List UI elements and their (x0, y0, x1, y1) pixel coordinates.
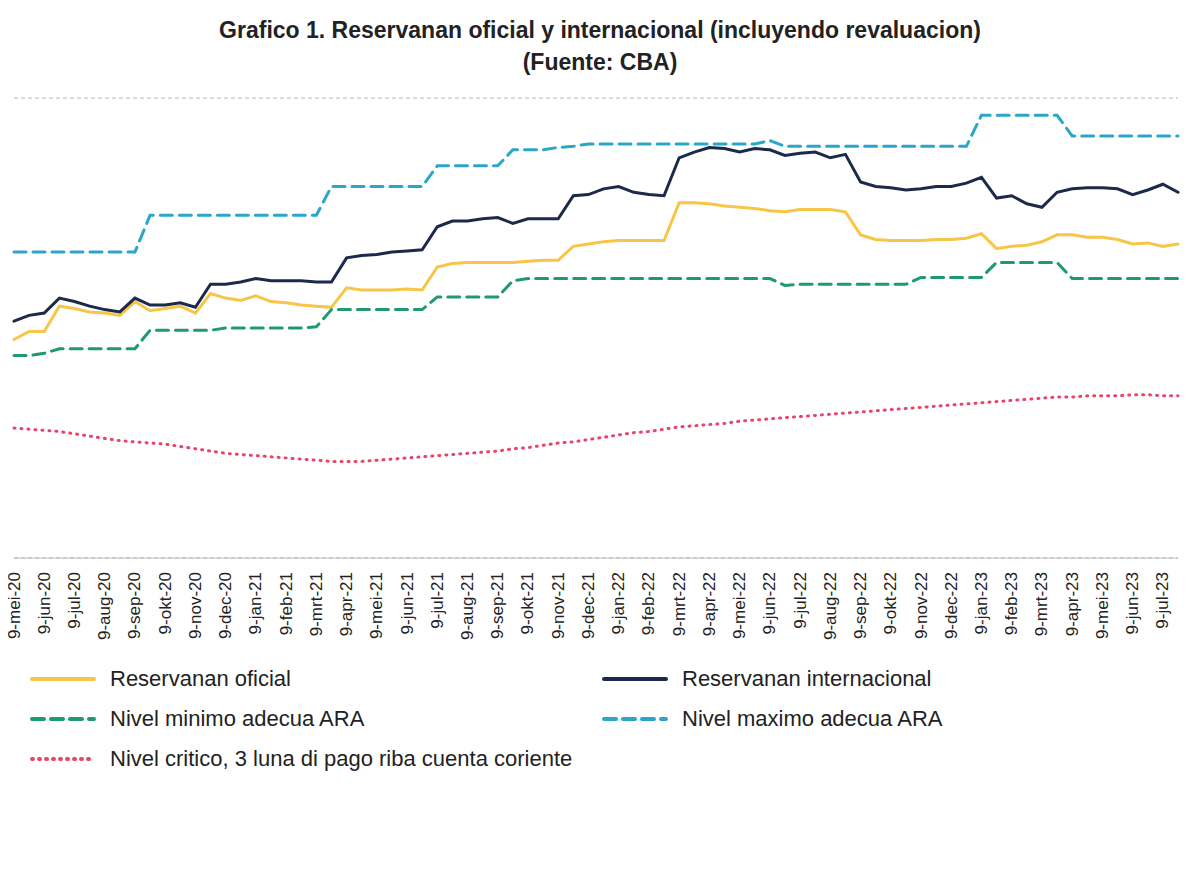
html-text:Grafico 1. Reservanan oficial: Grafico 1. Reservanan oficial y internac… (219, 17, 981, 43)
svg-text:9-okt-21: 9-okt-21 (518, 572, 537, 634)
svg-text:9-apr-21: 9-apr-21 (337, 572, 356, 636)
svg-text:9-feb-23: 9-feb-23 (1002, 572, 1021, 635)
svg-text:9-okt-22: 9-okt-22 (881, 572, 900, 634)
svg-text:9-jul-22: 9-jul-22 (791, 572, 810, 629)
svg-text:9-nov-22: 9-nov-22 (912, 572, 931, 639)
svg-text:9-dec-20: 9-dec-20 (216, 572, 235, 639)
svg-text:9-feb-21: 9-feb-21 (277, 572, 296, 635)
svg-text:9-jan-22: 9-jan-22 (609, 572, 628, 634)
html-text:Nivel critico, 3 luna di pago: Nivel critico, 3 luna di pago riba cuent… (110, 746, 573, 771)
svg-text:9-jun-23: 9-jun-23 (1123, 572, 1142, 634)
html-text:Nivel minimo adecua ARA: Nivel minimo adecua ARA (110, 706, 365, 731)
html-text:(Fuente: CBA): (Fuente: CBA) (522, 49, 678, 75)
svg-text:9-dec-22: 9-dec-22 (942, 572, 961, 639)
svg-text:9-jun-20: 9-jun-20 (35, 572, 54, 634)
svg-text:9-aug-22: 9-aug-22 (821, 572, 840, 640)
svg-text:9-nov-21: 9-nov-21 (549, 572, 568, 639)
svg-text:9-mei-20: 9-mei-20 (8, 572, 24, 639)
svg-text:9-mrt-21: 9-mrt-21 (307, 572, 326, 636)
html-text:Reservanan internacional: Reservanan internacional (682, 666, 932, 691)
svg-text:9-mei-21: 9-mei-21 (367, 572, 386, 639)
svg-text:9-mei-22: 9-mei-22 (730, 572, 749, 639)
svg-text:9-sep-20: 9-sep-20 (125, 572, 144, 639)
svg-text:9-jun-21: 9-jun-21 (398, 572, 417, 634)
svg-text:9-jul-23: 9-jul-23 (1153, 572, 1172, 629)
svg-text:9-jun-22: 9-jun-22 (760, 572, 779, 634)
svg-text:9-nov-20: 9-nov-20 (186, 572, 205, 639)
svg-text:9-okt-20: 9-okt-20 (156, 572, 175, 634)
svg-text:9-mrt-23: 9-mrt-23 (1032, 572, 1051, 636)
svg-text:9-aug-21: 9-aug-21 (458, 572, 477, 640)
svg-text:9-mei-23: 9-mei-23 (1093, 572, 1112, 639)
svg-text:9-dec-21: 9-dec-21 (579, 572, 598, 639)
svg-text:9-sep-21: 9-sep-21 (488, 572, 507, 639)
svg-text:9-mrt-22: 9-mrt-22 (670, 572, 689, 636)
svg-text:9-sep-22: 9-sep-22 (851, 572, 870, 639)
html-text:Nivel maximo adecua ARA: Nivel maximo adecua ARA (682, 706, 943, 731)
svg-text:9-apr-23: 9-apr-23 (1063, 572, 1082, 636)
svg-text:9-feb-22: 9-feb-22 (639, 572, 658, 635)
svg-text:9-jul-21: 9-jul-21 (428, 572, 447, 629)
svg-text:9-aug-20: 9-aug-20 (95, 572, 114, 640)
svg-text:9-jul-20: 9-jul-20 (65, 572, 84, 629)
svg-text:9-jan-23: 9-jan-23 (972, 572, 991, 634)
html-text:Reservanan oficial: Reservanan oficial (110, 666, 291, 691)
svg-text:9-jan-21: 9-jan-21 (246, 572, 265, 634)
svg-text:9-apr-22: 9-apr-22 (700, 572, 719, 636)
